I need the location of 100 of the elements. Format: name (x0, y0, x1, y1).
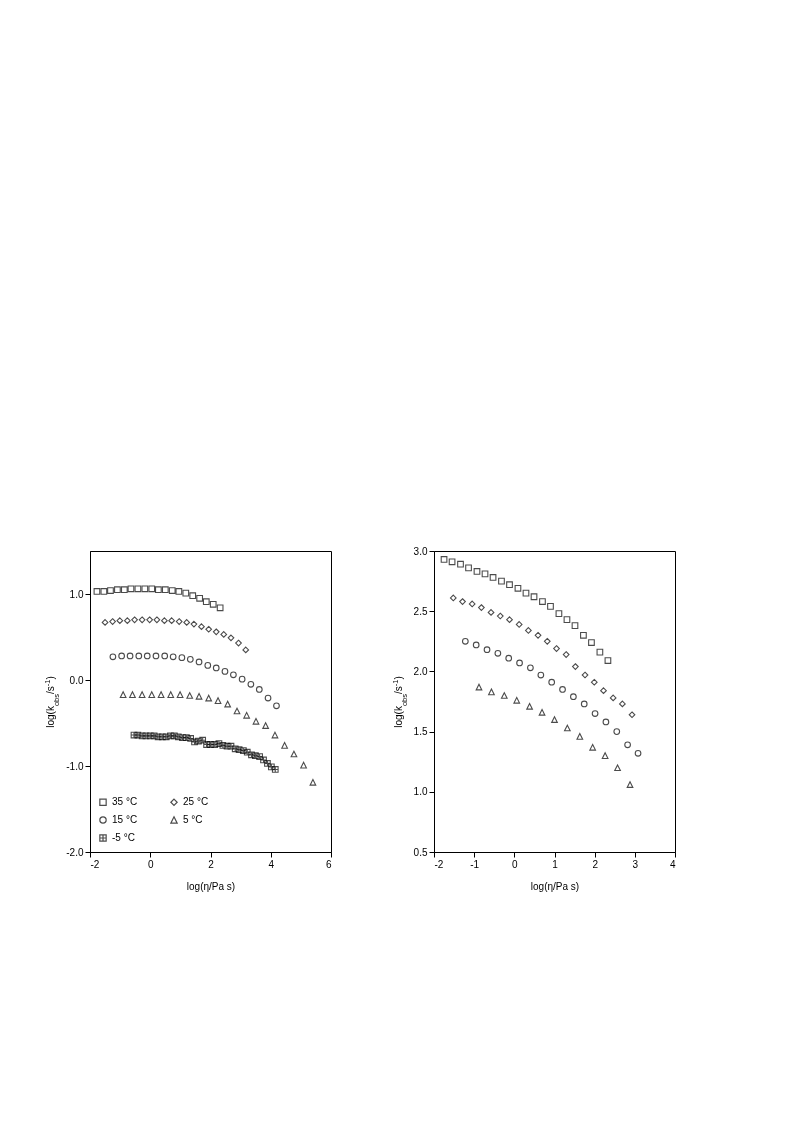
point (214, 697, 222, 705)
point (496, 612, 504, 620)
point (109, 618, 116, 625)
point (162, 733, 170, 741)
y-tick-label: 2.5 (413, 605, 428, 617)
point (628, 711, 636, 719)
y-tick-label: -1.0 (66, 760, 84, 772)
point (186, 692, 194, 699)
point (590, 678, 598, 686)
point (211, 741, 219, 748)
point (604, 657, 612, 664)
point (219, 741, 227, 749)
point (242, 646, 250, 654)
point (494, 649, 502, 657)
point (634, 749, 642, 757)
point (158, 733, 166, 741)
point (146, 616, 154, 624)
point (148, 691, 156, 698)
point (488, 688, 495, 696)
point (475, 683, 483, 691)
point (609, 694, 617, 702)
legend-label: 5 °C (183, 814, 203, 825)
point (198, 623, 205, 631)
point (563, 724, 571, 732)
point (205, 625, 213, 633)
point (591, 710, 599, 717)
point (449, 594, 457, 602)
point (189, 592, 197, 600)
point (538, 708, 546, 716)
x-tick-label: -2 (434, 858, 444, 870)
point (186, 655, 194, 663)
x-tick-label: 1 (552, 858, 559, 870)
point (264, 694, 272, 702)
y-tick-label: 2.0 (413, 665, 428, 677)
x-axis-title: log(η/Pa s) (186, 880, 236, 892)
x-tick-label: 0 (512, 858, 519, 870)
y-tick-label: 3.0 (413, 545, 428, 557)
point (114, 586, 121, 594)
x-tick-label: 3 (632, 858, 639, 870)
x-axis-title: log(η/Pa s) (530, 880, 580, 892)
point (551, 716, 558, 723)
point (626, 781, 634, 788)
point (527, 664, 534, 672)
point (572, 663, 579, 670)
x-tick-label: 2 (592, 858, 599, 870)
point (602, 718, 610, 726)
point (175, 618, 183, 625)
point (548, 678, 556, 686)
y-tick-label: -2.0 (66, 846, 84, 858)
point (483, 646, 491, 654)
point (543, 637, 551, 645)
point (570, 693, 577, 701)
point (589, 743, 597, 751)
point (138, 732, 146, 740)
point (516, 659, 523, 667)
point (127, 585, 135, 593)
point (129, 691, 136, 698)
point (161, 652, 169, 660)
point (183, 619, 191, 626)
point (134, 731, 142, 739)
point (169, 653, 177, 661)
point (513, 696, 521, 704)
legend-label: -5 °C (112, 832, 135, 843)
point (600, 687, 607, 695)
point (148, 585, 156, 593)
point (559, 686, 566, 693)
legend-label: 25 °C (183, 796, 209, 808)
point (130, 731, 138, 739)
point (221, 668, 229, 675)
point (553, 645, 560, 652)
point (309, 778, 317, 786)
point (209, 600, 217, 608)
point (168, 617, 176, 625)
point (224, 700, 232, 708)
point (143, 652, 151, 660)
point (530, 593, 538, 601)
point (247, 680, 255, 688)
y-tick-label: 1.0 (69, 588, 84, 600)
point (506, 616, 513, 624)
point (539, 598, 546, 605)
point (534, 631, 542, 639)
point (153, 616, 161, 624)
point (300, 761, 307, 769)
point (196, 594, 204, 602)
point (537, 671, 545, 679)
point (506, 581, 513, 589)
point (448, 558, 456, 566)
point (473, 568, 481, 575)
point (138, 616, 146, 624)
point (150, 732, 158, 740)
point (195, 658, 203, 666)
point (500, 692, 508, 699)
y-tick-label: 1.0 (413, 786, 428, 798)
point (262, 722, 270, 729)
point (93, 588, 101, 595)
x-tick-label: 4 (669, 858, 676, 870)
point (120, 586, 128, 594)
point (202, 598, 210, 606)
point (243, 711, 251, 719)
point (555, 610, 563, 617)
